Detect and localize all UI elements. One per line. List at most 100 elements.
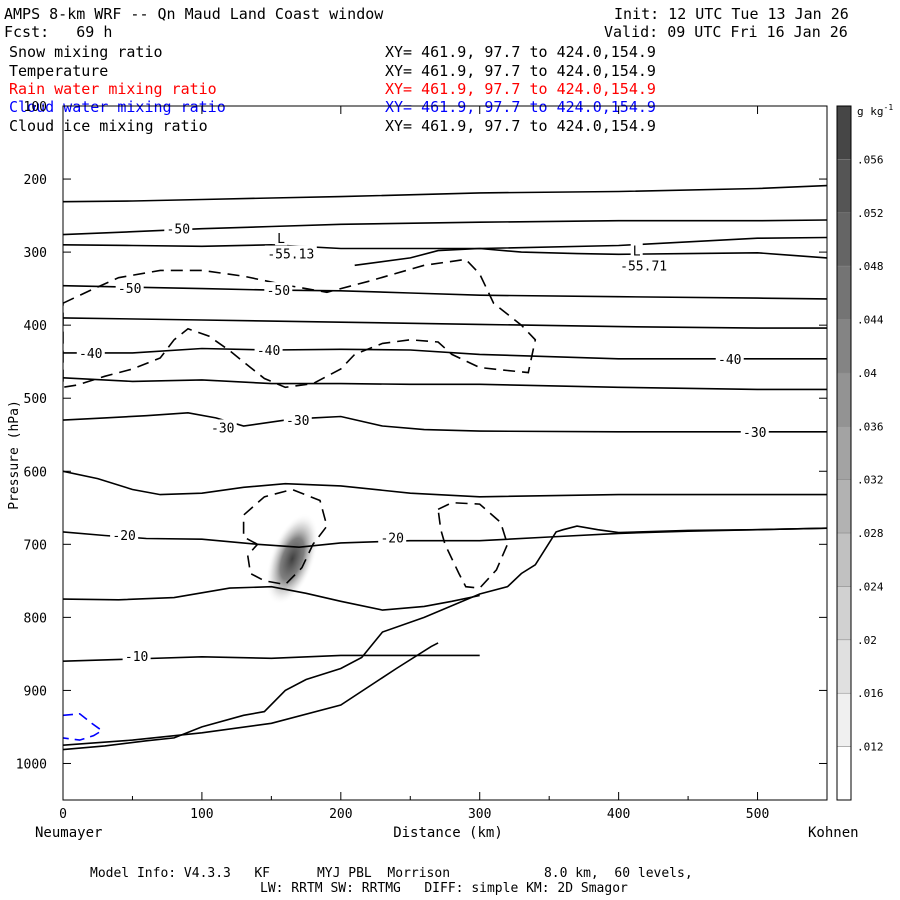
contour-label-bg	[264, 282, 293, 298]
colorbar-label: .028	[857, 527, 884, 540]
extremum-label: -55.13	[267, 248, 314, 263]
extremum-label-bg	[617, 257, 670, 273]
x-tick-label: 400	[607, 807, 630, 822]
y-tick-label: 700	[24, 538, 47, 553]
snow-mixing-ratio-shading	[265, 513, 319, 605]
colorbar-label: .04	[857, 367, 877, 380]
y-tick-label: 300	[24, 246, 47, 261]
temperature-contour-9	[63, 219, 827, 236]
field-name-cloud-ice: Cloud ice mixing ratio	[9, 117, 208, 135]
temperature-contour-2	[63, 527, 827, 549]
field-name-snow: Snow mixing ratio	[9, 43, 163, 61]
contour-label: -40	[79, 347, 102, 362]
colorbar-label: .036	[857, 420, 884, 433]
colorbar-label: .02	[857, 634, 877, 647]
y-tick-label: 1000	[16, 757, 47, 772]
valid-time: Valid: 09 UTC Fri 16 Jan 26	[604, 23, 848, 41]
colorbar-label: .052	[857, 207, 884, 220]
x-tick-label: 0	[59, 807, 67, 822]
colorbar-bin	[836, 532, 852, 587]
y-tick-label: 100	[24, 100, 47, 115]
colorbar-bin	[836, 159, 852, 214]
colorbar-frame	[836, 105, 852, 801]
contour-label-bg	[378, 529, 407, 545]
y-tick-label: 900	[24, 684, 47, 699]
terrain-base-line	[63, 642, 439, 746]
contour-label-bg	[715, 350, 744, 366]
x-right-station: Kohnen	[808, 825, 859, 841]
temperature-contour-1	[63, 585, 480, 611]
contour-label: -40	[257, 344, 280, 359]
extremum-label: L	[277, 232, 285, 247]
x-tick-label: 300	[468, 807, 491, 822]
plot-frame	[62, 105, 828, 801]
temperature-contour-5	[63, 347, 827, 360]
colorbar-label: .048	[857, 260, 884, 273]
temperature-contour-6	[63, 317, 827, 329]
colorbar-bin	[836, 372, 852, 427]
colorbar-bin	[836, 586, 852, 641]
colorbar-label: .056	[857, 153, 884, 166]
extremum-label-bg	[264, 245, 317, 261]
cloud-ice-contour-2	[437, 501, 509, 589]
cloud-ice-contour-0	[63, 258, 537, 389]
contour-label: -50	[267, 284, 290, 299]
temperature-contour-12	[354, 247, 827, 267]
model-info-line2: LW: RRTM SW: RRTMG DIFF: simple KM: 2D S…	[260, 881, 628, 896]
contour-label: -10	[125, 650, 148, 665]
terrain-line	[63, 525, 827, 751]
contour-label: -50	[167, 223, 190, 238]
colorbar-bin	[836, 319, 852, 374]
field-xy-rain: XY= 461.9, 97.7 to 424.0,154.9	[385, 80, 656, 98]
temperature-contour-7	[63, 284, 827, 300]
contour-label: -20	[380, 532, 403, 547]
y-tick-label: 200	[24, 173, 47, 188]
contour-label-bg	[254, 341, 283, 357]
contour-label: -20	[112, 529, 135, 544]
x-tick-label: 200	[329, 807, 352, 822]
y-tick-label: 600	[24, 465, 47, 480]
contour-label: -40	[718, 353, 741, 368]
contour-label: -30	[211, 421, 234, 436]
cloud-water-contour-0	[63, 712, 104, 741]
colorbar-bin	[836, 265, 852, 320]
temperature-contour-11	[63, 411, 827, 433]
field-xy-cloud-water: XY= 461.9, 97.7 to 424.0,154.9	[385, 98, 656, 116]
contour-label-bg	[740, 423, 769, 439]
colorbar-bin	[836, 212, 852, 267]
x-tick-label: 100	[190, 807, 213, 822]
contour-label-bg	[76, 344, 105, 360]
field-xy-temperature: XY= 461.9, 97.7 to 424.0,154.9	[385, 62, 656, 80]
contour-label: -30	[286, 414, 309, 429]
contour-label-bg	[122, 648, 151, 664]
colorbar-bin	[836, 105, 852, 160]
colorbar-label: .032	[857, 474, 884, 487]
field-name-temperature: Temperature	[9, 62, 109, 80]
x-axis-label: Distance (km)	[393, 825, 503, 841]
contour-label-bg	[164, 220, 193, 236]
colorbar-label: .024	[857, 580, 884, 593]
field-xy-cloud-ice: XY= 461.9, 97.7 to 424.0,154.9	[385, 117, 656, 135]
temperature-contour-4	[63, 377, 827, 391]
x-tick-label: 500	[746, 807, 769, 822]
extremum-label-bg	[275, 230, 288, 246]
field-name-rain: Rain water mixing ratio	[9, 80, 217, 98]
colorbar-label: .044	[857, 314, 884, 327]
colorbar-bin	[836, 479, 852, 534]
x-left-station: Neumayer	[35, 825, 102, 841]
extremum-label: -55.71	[620, 259, 667, 274]
colorbar-bin	[836, 639, 852, 694]
extremum-label: L	[633, 245, 641, 260]
temperature-contour-3	[63, 470, 827, 498]
extremum-label-bg	[630, 242, 643, 258]
contour-label-bg	[115, 279, 144, 295]
colorbar-bin	[836, 692, 852, 747]
init-time: Init: 12 UTC Tue 13 Jan 26	[614, 5, 849, 23]
contour-label-bg	[208, 419, 237, 435]
contour-label: -30	[743, 426, 766, 441]
colorbar-bin	[836, 426, 852, 480]
temperature-contour-8	[63, 236, 827, 250]
field-xy-snow: XY= 461.9, 97.7 to 424.0,154.9	[385, 43, 656, 61]
colorbar-unit: g kg-1	[857, 103, 893, 118]
